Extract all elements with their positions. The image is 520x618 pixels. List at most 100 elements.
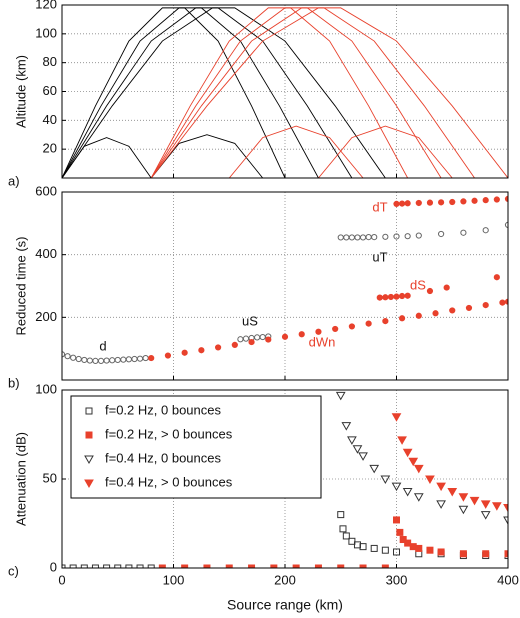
point: [460, 229, 467, 236]
x-tick-label: 400: [497, 572, 519, 587]
y-tick-label: 600: [35, 183, 57, 198]
point: [449, 198, 456, 206]
point: [391, 413, 402, 422]
point: [314, 564, 322, 568]
point: [298, 331, 305, 338]
point: [359, 234, 367, 241]
point: [404, 233, 411, 240]
series-label: dWn: [309, 334, 336, 349]
point: [415, 544, 423, 552]
plot-frame: [61, 389, 509, 569]
point: [91, 564, 99, 568]
point: [391, 482, 402, 492]
ray-path: [150, 7, 508, 178]
point: [75, 355, 82, 363]
point: [443, 284, 450, 291]
point: [382, 317, 389, 325]
point: [242, 335, 250, 342]
point: [343, 234, 350, 241]
legend-swatch: [85, 431, 93, 439]
point: [482, 197, 489, 204]
ray-path: [228, 125, 364, 178]
point: [415, 232, 422, 239]
ray-path: [62, 7, 353, 178]
point: [425, 475, 435, 485]
point: [225, 564, 233, 568]
plot-area: [62, 7, 508, 178]
y-axis-title: Reduced time (s): [13, 237, 28, 336]
point: [393, 200, 400, 208]
point: [337, 511, 345, 519]
point: [404, 200, 411, 207]
point: [237, 336, 244, 343]
point: [398, 292, 406, 300]
ray-path: [150, 7, 442, 178]
legend-label: f=0.2 Hz, 0 bounces: [105, 402, 221, 417]
x-tick-label: 300: [386, 572, 408, 587]
point: [254, 334, 261, 341]
point: [64, 353, 71, 360]
point: [402, 448, 413, 458]
point: [131, 355, 138, 363]
y-axis-title: Attenuation (dB): [13, 432, 28, 526]
point: [348, 323, 355, 330]
point: [158, 564, 166, 568]
point: [348, 234, 355, 241]
panel-label: c): [8, 563, 19, 578]
point: [499, 299, 506, 306]
plot-frame: [61, 191, 509, 381]
x-axis-title: Source range (km): [227, 597, 343, 613]
point: [480, 511, 491, 520]
y-tick-label: 50: [43, 470, 57, 485]
point: [404, 539, 412, 547]
point: [354, 234, 361, 241]
point: [215, 344, 222, 351]
point: [109, 357, 116, 364]
series-label: d: [99, 338, 106, 353]
point: [80, 564, 88, 568]
point: [365, 234, 372, 241]
point: [465, 304, 473, 312]
point: [103, 564, 111, 568]
point: [347, 436, 357, 445]
point: [458, 493, 469, 502]
ray-path: [62, 7, 286, 178]
ray-path: [150, 134, 264, 178]
point: [359, 543, 367, 551]
y-tick-label: 400: [35, 246, 57, 261]
point: [398, 200, 406, 207]
point: [469, 496, 480, 506]
point: [358, 452, 368, 461]
point: [259, 333, 266, 341]
point: [114, 564, 122, 568]
point: [369, 464, 380, 474]
legend-swatch: [84, 455, 94, 465]
point: [437, 548, 445, 556]
x-tick-label: 100: [163, 572, 185, 587]
point: [459, 550, 467, 558]
point: [103, 357, 110, 364]
legend-label: f=0.2 Hz, > 0 bounces: [105, 426, 233, 441]
series-label: dT: [372, 199, 387, 214]
point: [341, 422, 352, 431]
point: [493, 274, 500, 281]
point: [348, 537, 356, 545]
point: [371, 234, 378, 241]
point: [198, 347, 205, 354]
point: [86, 357, 93, 364]
point: [404, 292, 411, 299]
point: [69, 564, 77, 568]
y-tick-label: 20: [43, 141, 57, 156]
point: [393, 548, 400, 556]
point: [125, 356, 132, 363]
x-tick-label: 0: [58, 572, 65, 587]
point: [436, 482, 446, 492]
y-tick-label: 40: [43, 112, 57, 127]
point: [447, 487, 458, 497]
point: [125, 564, 133, 568]
ray-path: [318, 125, 453, 178]
y-tick-label: 80: [43, 54, 57, 69]
point: [382, 233, 389, 240]
point: [335, 391, 346, 401]
point: [337, 234, 344, 241]
